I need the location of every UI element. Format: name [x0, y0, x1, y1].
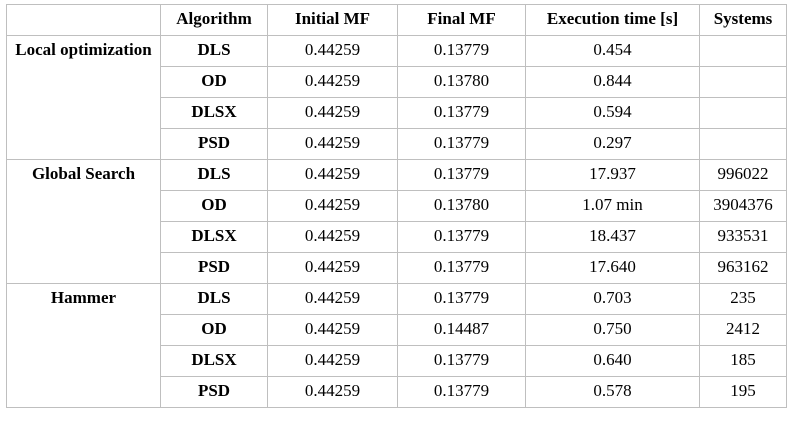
table-row: Local optimization DLS 0.44259 0.13779 0.454 [6, 35, 787, 160]
cell-initial-mf: 0.44259 [267, 314, 398, 346]
cell-systems: 3904376 [699, 190, 787, 222]
header-cell-execution-time: Execution time [s] [525, 4, 700, 36]
results-table: Algorithm Initial MF Final MF Execution … [6, 4, 787, 408]
group-label: Hammer [6, 283, 161, 408]
cell-execution-time: 0.703 [525, 283, 700, 315]
cell-systems: 185 [699, 345, 787, 377]
cell-systems: 996022 [699, 159, 787, 191]
cell-systems: 933531 [699, 221, 787, 253]
cell-algorithm: DLSX [160, 345, 268, 377]
header-cell-initial-mf: Initial MF [267, 4, 398, 36]
table-row: Global Search DLS 0.44259 0.13779 17.937 9960… [6, 159, 787, 284]
cell-algorithm: PSD [160, 128, 268, 160]
cell-execution-time: 0.640 [525, 345, 700, 377]
cell-systems: 2412 [699, 314, 787, 346]
cell-execution-time: 0.844 [525, 66, 700, 98]
cell-systems: 195 [699, 376, 787, 408]
header-cell-algorithm: Algorithm [160, 4, 268, 36]
cell-algorithm: DLS [160, 35, 268, 67]
cell-initial-mf: 0.44259 [267, 97, 398, 129]
table-row: OD 0.44259 0.14487 0.750 2412 [7, 314, 787, 346]
cell-final-mf: 0.13779 [397, 252, 526, 284]
cell-execution-time: 0.750 [525, 314, 700, 346]
cell-algorithm: OD [160, 314, 268, 346]
cell-algorithm: DLSX [160, 221, 268, 253]
cell-execution-time: 1.07 min [525, 190, 700, 222]
cell-final-mf: 0.14487 [397, 314, 526, 346]
table-row: Hammer DLS 0.44259 0.13779 0.703 235 [6, 283, 787, 408]
cell-initial-mf: 0.44259 [267, 159, 398, 191]
cell-algorithm: PSD [160, 252, 268, 284]
cell-final-mf: 0.13780 [397, 190, 526, 222]
cell-final-mf: 0.13779 [397, 97, 526, 129]
cell-initial-mf: 0.44259 [267, 66, 398, 98]
cell-execution-time: 18.437 [525, 221, 700, 253]
cell-initial-mf: 0.44259 [267, 35, 398, 67]
cell-systems [699, 97, 787, 129]
table-row: OD 0.44259 0.13780 1.07 min 3904376 [7, 190, 787, 222]
table-row: DLSX 0.44259 0.13779 0.594 [7, 97, 787, 129]
table-row: PSD 0.44259 0.13779 17.640 963162 [7, 252, 787, 284]
cell-execution-time: 0.578 [525, 376, 700, 408]
cell-execution-time: 0.297 [525, 128, 700, 160]
group-label: Local optimization [6, 35, 161, 160]
cell-final-mf: 0.13779 [397, 376, 526, 408]
cell-initial-mf: 0.44259 [267, 190, 398, 222]
cell-execution-time: 17.640 [525, 252, 700, 284]
table-row: PSD 0.44259 0.13779 0.578 195 [7, 376, 787, 408]
cell-final-mf: 0.13780 [397, 66, 526, 98]
cell-initial-mf: 0.44259 [267, 376, 398, 408]
cell-final-mf: 0.13779 [397, 221, 526, 253]
cell-systems: 963162 [699, 252, 787, 284]
cell-initial-mf: 0.44259 [267, 252, 398, 284]
cell-systems [699, 128, 787, 160]
header-cell-systems: Systems [699, 4, 787, 36]
cell-algorithm: PSD [160, 376, 268, 408]
cell-systems [699, 66, 787, 98]
group-label: Global Search [6, 159, 161, 284]
table-row: OD 0.44259 0.13780 0.844 [7, 66, 787, 98]
cell-final-mf: 0.13779 [397, 128, 526, 160]
header-cell-final-mf: Final MF [397, 4, 526, 36]
cell-final-mf: 0.13779 [397, 35, 526, 67]
cell-initial-mf: 0.44259 [267, 345, 398, 377]
cell-systems: 235 [699, 283, 787, 315]
cell-algorithm: OD [160, 66, 268, 98]
header-row: Algorithm Initial MF Final MF Execution … [6, 4, 787, 36]
cell-final-mf: 0.13779 [397, 345, 526, 377]
cell-final-mf: 0.13779 [397, 283, 526, 315]
cell-initial-mf: 0.44259 [267, 221, 398, 253]
cell-algorithm: DLSX [160, 97, 268, 129]
cell-algorithm: DLS [160, 283, 268, 315]
cell-systems [699, 35, 787, 67]
cell-initial-mf: 0.44259 [267, 283, 398, 315]
table-row: DLSX 0.44259 0.13779 18.437 933531 [7, 221, 787, 253]
cell-execution-time: 0.454 [525, 35, 700, 67]
cell-initial-mf: 0.44259 [267, 128, 398, 160]
cell-execution-time: 17.937 [525, 159, 700, 191]
header-cell-group [6, 4, 161, 36]
cell-algorithm: OD [160, 190, 268, 222]
cell-execution-time: 0.594 [525, 97, 700, 129]
cell-final-mf: 0.13779 [397, 159, 526, 191]
table-row: DLSX 0.44259 0.13779 0.640 185 [7, 345, 787, 377]
table-row: PSD 0.44259 0.13779 0.297 [7, 128, 787, 160]
cell-algorithm: DLS [160, 159, 268, 191]
